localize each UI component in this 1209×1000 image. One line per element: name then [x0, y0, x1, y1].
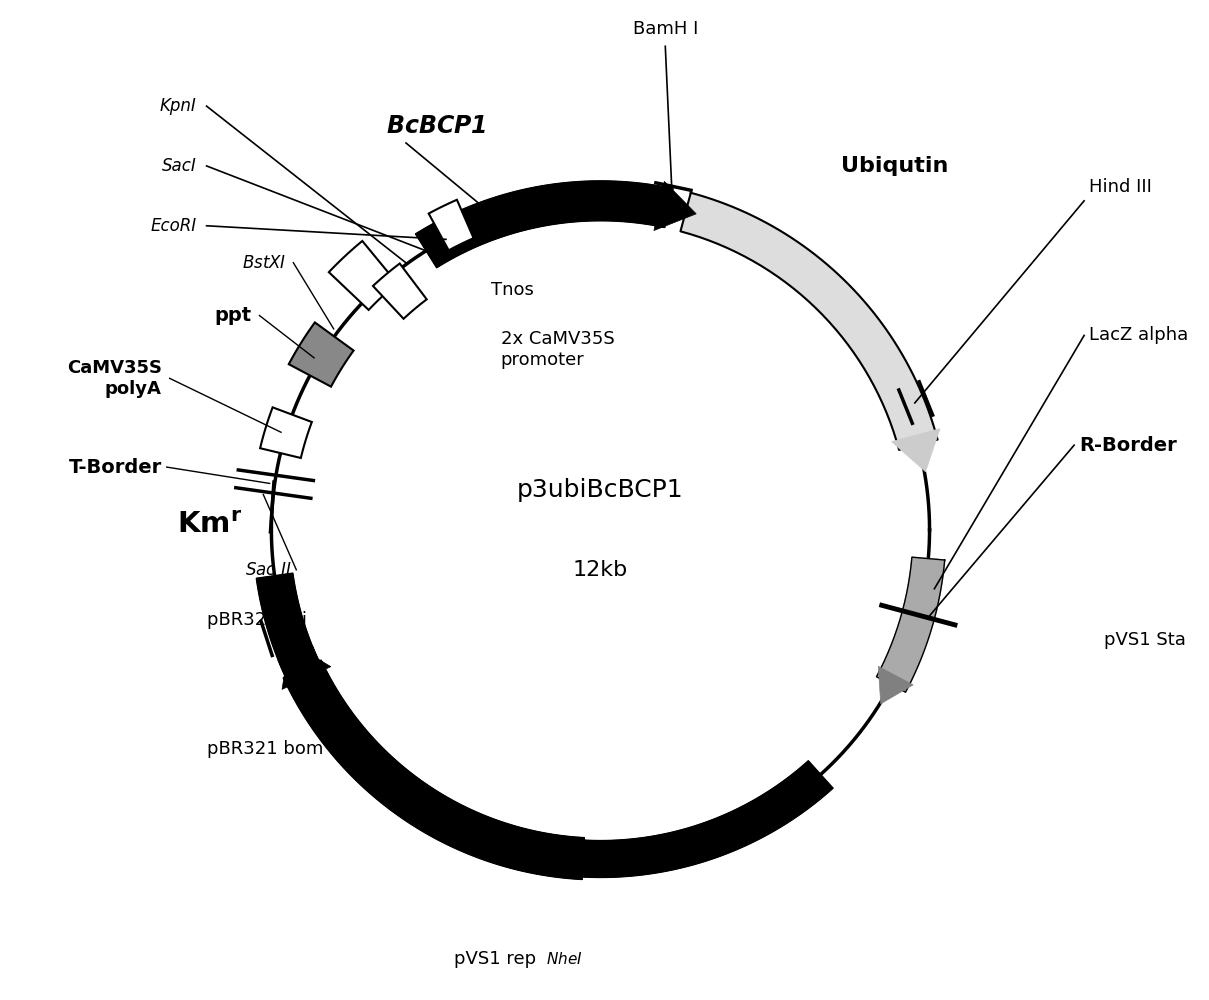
Polygon shape: [429, 200, 474, 250]
Polygon shape: [891, 429, 941, 472]
Polygon shape: [372, 264, 427, 319]
Polygon shape: [387, 775, 464, 842]
Text: ppt: ppt: [214, 306, 251, 325]
Text: T-Border: T-Border: [69, 458, 162, 477]
Text: Ubiqutin: Ubiqutin: [841, 156, 948, 176]
Text: $\mathbf{Km^r}$: $\mathbf{Km^r}$: [177, 511, 242, 539]
Text: $\it{NheI}$: $\it{NheI}$: [545, 951, 583, 967]
Text: Tnos: Tnos: [491, 281, 533, 299]
Text: pVS1 Sta: pVS1 Sta: [1104, 631, 1186, 649]
Text: pBR321 ori: pBR321 ori: [207, 611, 307, 629]
Text: 12kb: 12kb: [573, 560, 629, 580]
Text: $\it{BstXI}$: $\it{BstXI}$: [242, 254, 287, 272]
Text: CaMV35S
polyA: CaMV35S polyA: [66, 359, 162, 398]
Polygon shape: [282, 642, 331, 689]
Text: KpnI: KpnI: [160, 97, 197, 115]
Polygon shape: [329, 241, 398, 310]
Text: Hind III: Hind III: [1089, 178, 1152, 196]
Text: p3ubiBcBCP1: p3ubiBcBCP1: [517, 478, 684, 502]
Text: $\it{Sac\ II}$: $\it{Sac\ II}$: [244, 561, 291, 579]
Text: SacI: SacI: [162, 157, 197, 175]
Text: LacZ alpha: LacZ alpha: [1089, 326, 1188, 344]
Polygon shape: [571, 761, 833, 877]
Polygon shape: [877, 557, 944, 692]
Polygon shape: [283, 660, 584, 879]
Polygon shape: [416, 181, 673, 268]
Text: BamH I: BamH I: [632, 20, 698, 38]
Polygon shape: [289, 322, 353, 387]
Polygon shape: [681, 193, 938, 450]
Text: EcoRI: EcoRI: [150, 217, 197, 235]
Text: R-Border: R-Border: [1080, 436, 1176, 455]
Polygon shape: [278, 646, 343, 724]
Text: 2x CaMV35S
promoter: 2x CaMV35S promoter: [501, 330, 614, 369]
Text: pBR321 bom: pBR321 bom: [207, 740, 323, 758]
Polygon shape: [654, 181, 696, 231]
Polygon shape: [878, 666, 913, 704]
Polygon shape: [256, 573, 370, 762]
Text: pVS1 rep: pVS1 rep: [453, 950, 536, 968]
Text: $\bfit{BcBCP1}$: $\bfit{BcBCP1}$: [386, 114, 486, 138]
Polygon shape: [260, 407, 312, 458]
